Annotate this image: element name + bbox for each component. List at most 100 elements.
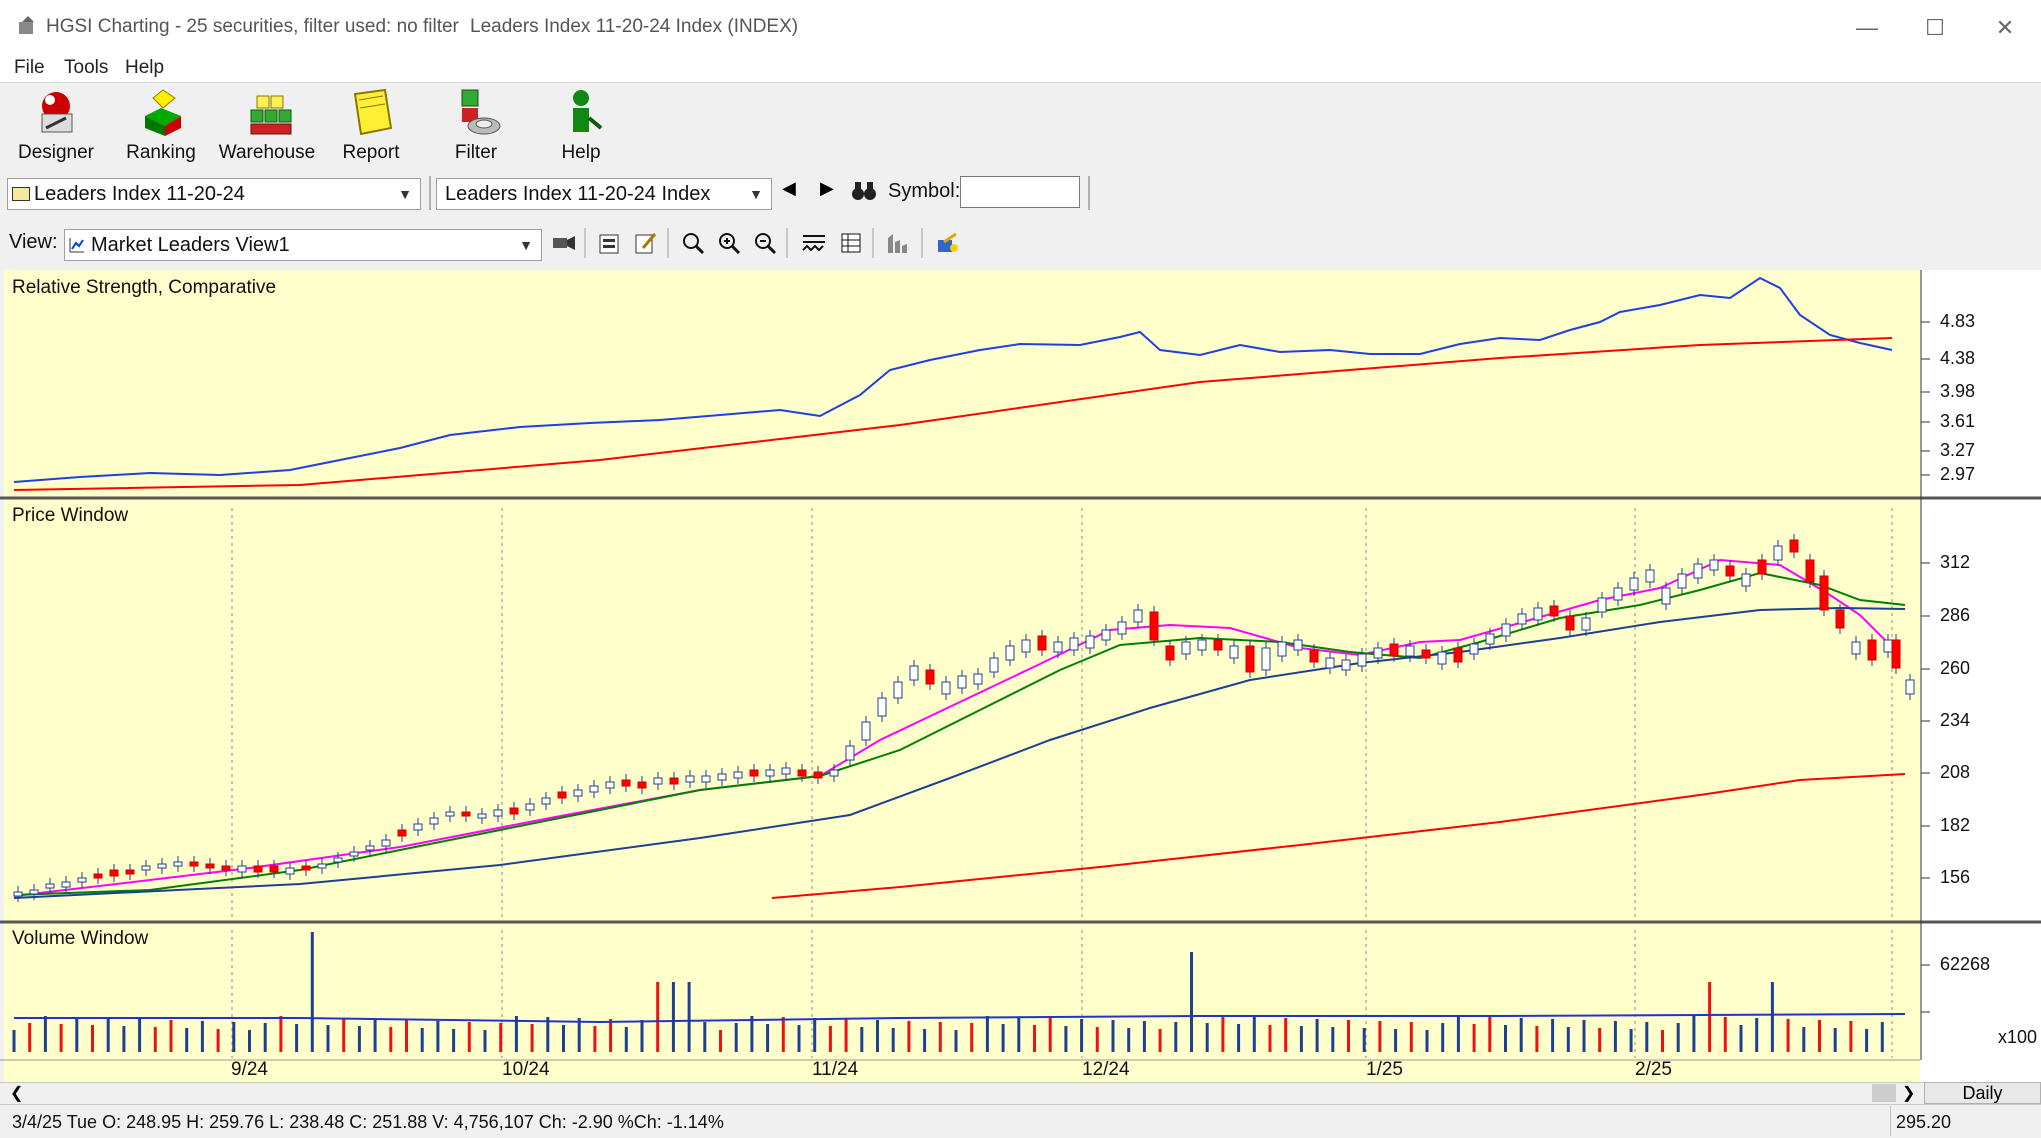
rs-tick-label: 3.98 [1940, 381, 1976, 401]
candle-body [733, 771, 743, 779]
long-moving-average [771, 773, 1906, 899]
candle-body [365, 845, 375, 851]
help-button[interactable]: Help [531, 86, 631, 168]
menu-file[interactable]: File [14, 57, 45, 78]
price-tick-label: 156 [1940, 867, 1971, 887]
date-label: 1/25 [1366, 1059, 1403, 1080]
candle-body [189, 861, 199, 867]
period-button[interactable]: Daily [1924, 1082, 2041, 1104]
close-button[interactable]: ✕ [1995, 15, 2015, 40]
main-toolbar [0, 82, 2041, 172]
candle-body [1437, 651, 1447, 665]
volume-panel-title: Volume Window [12, 928, 149, 949]
candle-body [109, 869, 119, 877]
status-bar [0, 1104, 2041, 1138]
candle-body [1373, 647, 1383, 659]
price-tick-label: 182 [1940, 815, 1971, 835]
candle-body [397, 829, 407, 837]
rs-tick-label: 2.97 [1940, 464, 1976, 484]
view-label: View: [9, 231, 58, 253]
candle-body [1021, 639, 1031, 653]
export-icon[interactable] [934, 230, 960, 256]
mid-moving-average [13, 571, 1906, 896]
candle-body [1805, 559, 1815, 583]
rs-tick-label: 3.61 [1940, 411, 1976, 431]
candle-body [461, 811, 471, 817]
chevron-down-icon: ▼ [749, 186, 763, 202]
candle-body [1645, 569, 1655, 583]
divider [584, 228, 586, 258]
candle-body [829, 769, 839, 777]
candle-body [781, 767, 791, 775]
candle-body [493, 809, 503, 817]
rs-panel-title: Relative Strength, Comparative [12, 277, 277, 298]
scroll-thumb[interactable] [1872, 1084, 1896, 1102]
ranking-button[interactable]: Ranking [111, 86, 211, 168]
edit-icon[interactable] [633, 230, 659, 256]
candle-body [957, 675, 967, 689]
symbol-input[interactable] [960, 176, 1080, 208]
candle-body [1725, 565, 1735, 577]
previous-button[interactable]: ◀ [782, 178, 796, 198]
candle-body [989, 657, 999, 673]
candle-body [1469, 643, 1479, 655]
candle-body [301, 865, 311, 871]
candle-body [1501, 623, 1511, 637]
candle-body [973, 673, 983, 685]
candle-body [1819, 575, 1829, 611]
candle-body [1905, 679, 1915, 695]
candle-body [237, 865, 247, 873]
price-tick-label: 234 [1940, 710, 1971, 730]
designer-label: Designer [17, 142, 95, 163]
security-select[interactable]: Leaders Index 11-20-24 Index ▼ [436, 178, 772, 210]
rs-tick-label: 3.27 [1940, 440, 1976, 460]
candle-body [1891, 639, 1901, 669]
zoom-in-icon[interactable] [716, 230, 742, 256]
menu-help[interactable]: Help [125, 57, 165, 78]
properties-icon[interactable] [597, 230, 623, 256]
candle-body [221, 865, 231, 871]
designer-button[interactable]: Designer [6, 86, 106, 168]
title-bar: HGSI Charting - 25 securities, filter us… [0, 0, 2041, 57]
report-button[interactable]: Report [321, 86, 421, 168]
candle-body [541, 797, 551, 805]
menu-tools[interactable]: Tools [64, 57, 109, 78]
minimize-button[interactable]: — [1856, 15, 1878, 40]
candle-body [1117, 621, 1127, 635]
view-settings-icon[interactable] [551, 230, 577, 256]
candle-body [621, 779, 631, 787]
binoculars-icon[interactable] [851, 180, 877, 202]
candle-body [1389, 643, 1399, 657]
candle-body [1709, 559, 1719, 571]
price-tick-label: 208 [1940, 762, 1971, 782]
price-panel-title: Price Window [12, 505, 129, 526]
candle-body [909, 665, 919, 681]
next-button[interactable]: ▶ [820, 178, 834, 198]
menu-bar [0, 56, 2041, 82]
candle-body [1341, 659, 1351, 671]
horizontal-scrollbar[interactable] [0, 1082, 2041, 1105]
maximize-button[interactable]: ☐ [1925, 15, 1945, 40]
list-select[interactable]: Leaders Index 11-20-24 ▼ [7, 178, 421, 210]
chart-type-icon[interactable] [885, 230, 911, 256]
candle-body [253, 865, 263, 873]
candle-body [1677, 573, 1687, 589]
candle-body [1661, 587, 1671, 605]
list-select-value: Leaders Index 11-20-24 [34, 183, 245, 205]
date-label: 12/24 [1082, 1059, 1130, 1080]
status-value: 295.20 [1896, 1112, 1952, 1132]
candle-body [1485, 633, 1495, 645]
scroll-left-icon[interactable]: ❮ [10, 1085, 24, 1102]
indicators-icon[interactable] [801, 230, 827, 256]
zoom-out-icon[interactable] [752, 230, 778, 256]
candle-body [1773, 545, 1783, 561]
candle-body [333, 857, 343, 863]
candle-body [477, 813, 487, 819]
table-icon[interactable] [838, 230, 864, 256]
zoom-icon[interactable] [680, 230, 706, 256]
warehouse-button[interactable]: Warehouse [217, 86, 317, 168]
axis-strip [1920, 270, 2041, 1082]
filter-button[interactable]: Filter [426, 86, 526, 168]
view-select[interactable]: Market Leaders View1 ▼ [64, 229, 542, 261]
scroll-right-icon[interactable]: ❯ [1902, 1085, 1916, 1102]
